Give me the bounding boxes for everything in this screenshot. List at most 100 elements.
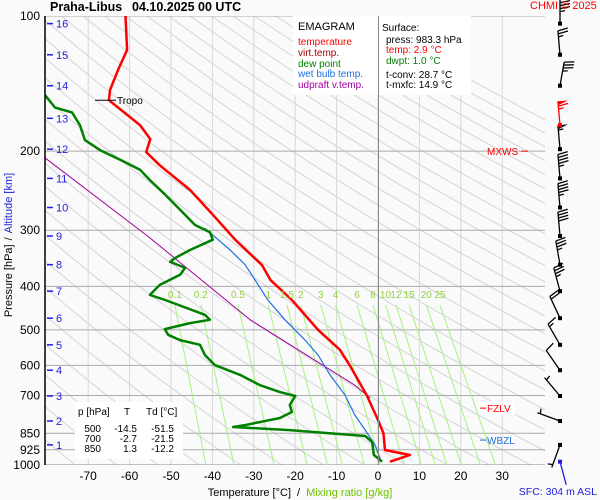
mixing-ratio-line (408, 304, 462, 465)
legend-dew-point: dew point (298, 59, 341, 70)
y-axis-title-pressure: Pressure [hPa] (3, 244, 15, 317)
mixing-ratio-label: 8 (370, 290, 376, 301)
surface-elevation: SFC: 304 m ASL (519, 486, 597, 498)
y-axis-title-altitude: Altitude [km] (3, 173, 15, 234)
wind-staff (559, 61, 565, 86)
mixing-ratio-label: 15 (403, 290, 415, 301)
surface-title: Surface: (382, 23, 419, 34)
tropopause-label: Tropo (117, 96, 143, 107)
legend-updraft: udpraft v.temp. (298, 80, 364, 91)
mixing-ratio-line (335, 304, 382, 465)
x-tick-label: -20 (287, 469, 305, 483)
mixing-ratio-label: 6 (354, 290, 360, 301)
mixing-ratio-label: 4 (333, 290, 339, 301)
wind-full-barb (558, 102, 569, 107)
wind-full-barb (559, 3, 571, 7)
table-cell: -51.5 (151, 424, 174, 435)
wind-barb (544, 375, 562, 399)
wind-barb (557, 208, 569, 238)
mxws-label: MXWS (487, 147, 518, 158)
dry-adiabat (146, 16, 545, 267)
y-tick-label: 700 (20, 388, 40, 402)
station-name: Praha-Libus (50, 0, 122, 14)
dry-adiabat (232, 16, 545, 205)
wind-barb (557, 27, 569, 57)
wind-staff (553, 267, 561, 292)
mixing-ratio-label: 0.2 (194, 290, 208, 301)
wind-staff (557, 154, 561, 179)
altitude-tick-label: 6 (56, 313, 62, 325)
wind-staff (557, 212, 561, 237)
altitude-tick-label: 12 (56, 144, 68, 156)
x-tick-label: 30 (496, 469, 510, 483)
wind-full-barb (558, 189, 569, 194)
y-tick-label: 400 (20, 279, 40, 293)
mixing-ratio-label: 2 (298, 290, 304, 301)
wind-full-barb (558, 217, 569, 222)
wbzl-label: WBZL (487, 436, 515, 447)
wind-full-barb (557, 154, 569, 159)
mixing-ratio-line (267, 304, 308, 465)
wind-half-barb (547, 463, 553, 466)
altitude-tick-label: 1 (56, 440, 62, 452)
table-cell: -12.2 (151, 444, 174, 455)
level-markers: Tropo MXWS FZLV WBZL (95, 96, 528, 447)
wind-full-barb (554, 265, 564, 272)
wind-full-barb (549, 289, 559, 297)
wind-full-barb (556, 239, 567, 245)
wind-half-barb (559, 10, 566, 13)
mixing-ratio-label: 20 (421, 290, 433, 301)
x-tick-label: -60 (121, 469, 139, 483)
table-header-td: Td [°C] (146, 407, 177, 418)
x-tick-label: 20 (454, 469, 468, 483)
x-tick-label: 0 (375, 469, 382, 483)
mixing-ratio-line (237, 304, 275, 465)
wind-barb (549, 289, 562, 321)
altitude-tick-label: 13 (56, 113, 68, 125)
legend-virt-temp: virt.temp. (298, 48, 339, 59)
y-axis-title: Pressure [hPa] / Altitude [km] (3, 173, 15, 317)
wind-barb (557, 180, 569, 210)
surface-tmxfc: t-mxfc: 14.9 °C (386, 80, 452, 91)
wind-barb (557, 100, 569, 128)
wind-barb (555, 236, 567, 267)
wind-staff (537, 412, 561, 422)
axes: 0.1 0.2 0.5 1 1.5 2 3 4 6 8 10 12 15 20 25100200300400… (13, 9, 509, 483)
dry-adiabat (189, 16, 545, 235)
table-row: 700 -2.7 -21.5 (84, 434, 174, 445)
wind-staff (544, 377, 561, 397)
table-cell: 850 (84, 444, 101, 455)
wind-full-barb (545, 342, 554, 351)
altitude-tick-label: 15 (56, 50, 68, 62)
dry-adiabat (45, 57, 545, 391)
wind-full-barb (557, 30, 569, 35)
wind-barb (547, 316, 562, 347)
wind-staff (557, 125, 561, 150)
x-tick-label: -70 (80, 469, 98, 483)
x-tick-label: -40 (204, 469, 222, 483)
wind-staff (545, 350, 561, 371)
dry-adiabat (168, 16, 545, 251)
wind-half-barb (558, 164, 565, 168)
wind-staff (559, 461, 567, 486)
dry-adiabat (61, 16, 545, 335)
dry-adiabat (45, 19, 545, 353)
dry-adiabat (103, 16, 545, 300)
wind-half-barb (558, 193, 565, 197)
wind-full-barb (555, 236, 566, 242)
wind-pennant (557, 100, 568, 106)
wind-full-barb (559, 0, 571, 4)
wind-half-barb (539, 408, 542, 414)
wind-staff (551, 444, 561, 468)
dry-adiabat (125, 16, 545, 283)
altitude-tick-label: 7 (56, 286, 62, 298)
wind-full-barb (559, 6, 571, 10)
wind-half-barb (549, 322, 554, 328)
dry-adiabat (45, 38, 545, 372)
x-tick-label: 10 (413, 469, 427, 483)
mixing-ratio-label: 10 (380, 290, 392, 301)
x-axis-title-temperature: Temperature [°C] (208, 487, 291, 499)
x-axis-title: Temperature [°C] / Mixing ratio [g/kg] (208, 487, 393, 499)
table-cell: 1.3 (123, 444, 137, 455)
